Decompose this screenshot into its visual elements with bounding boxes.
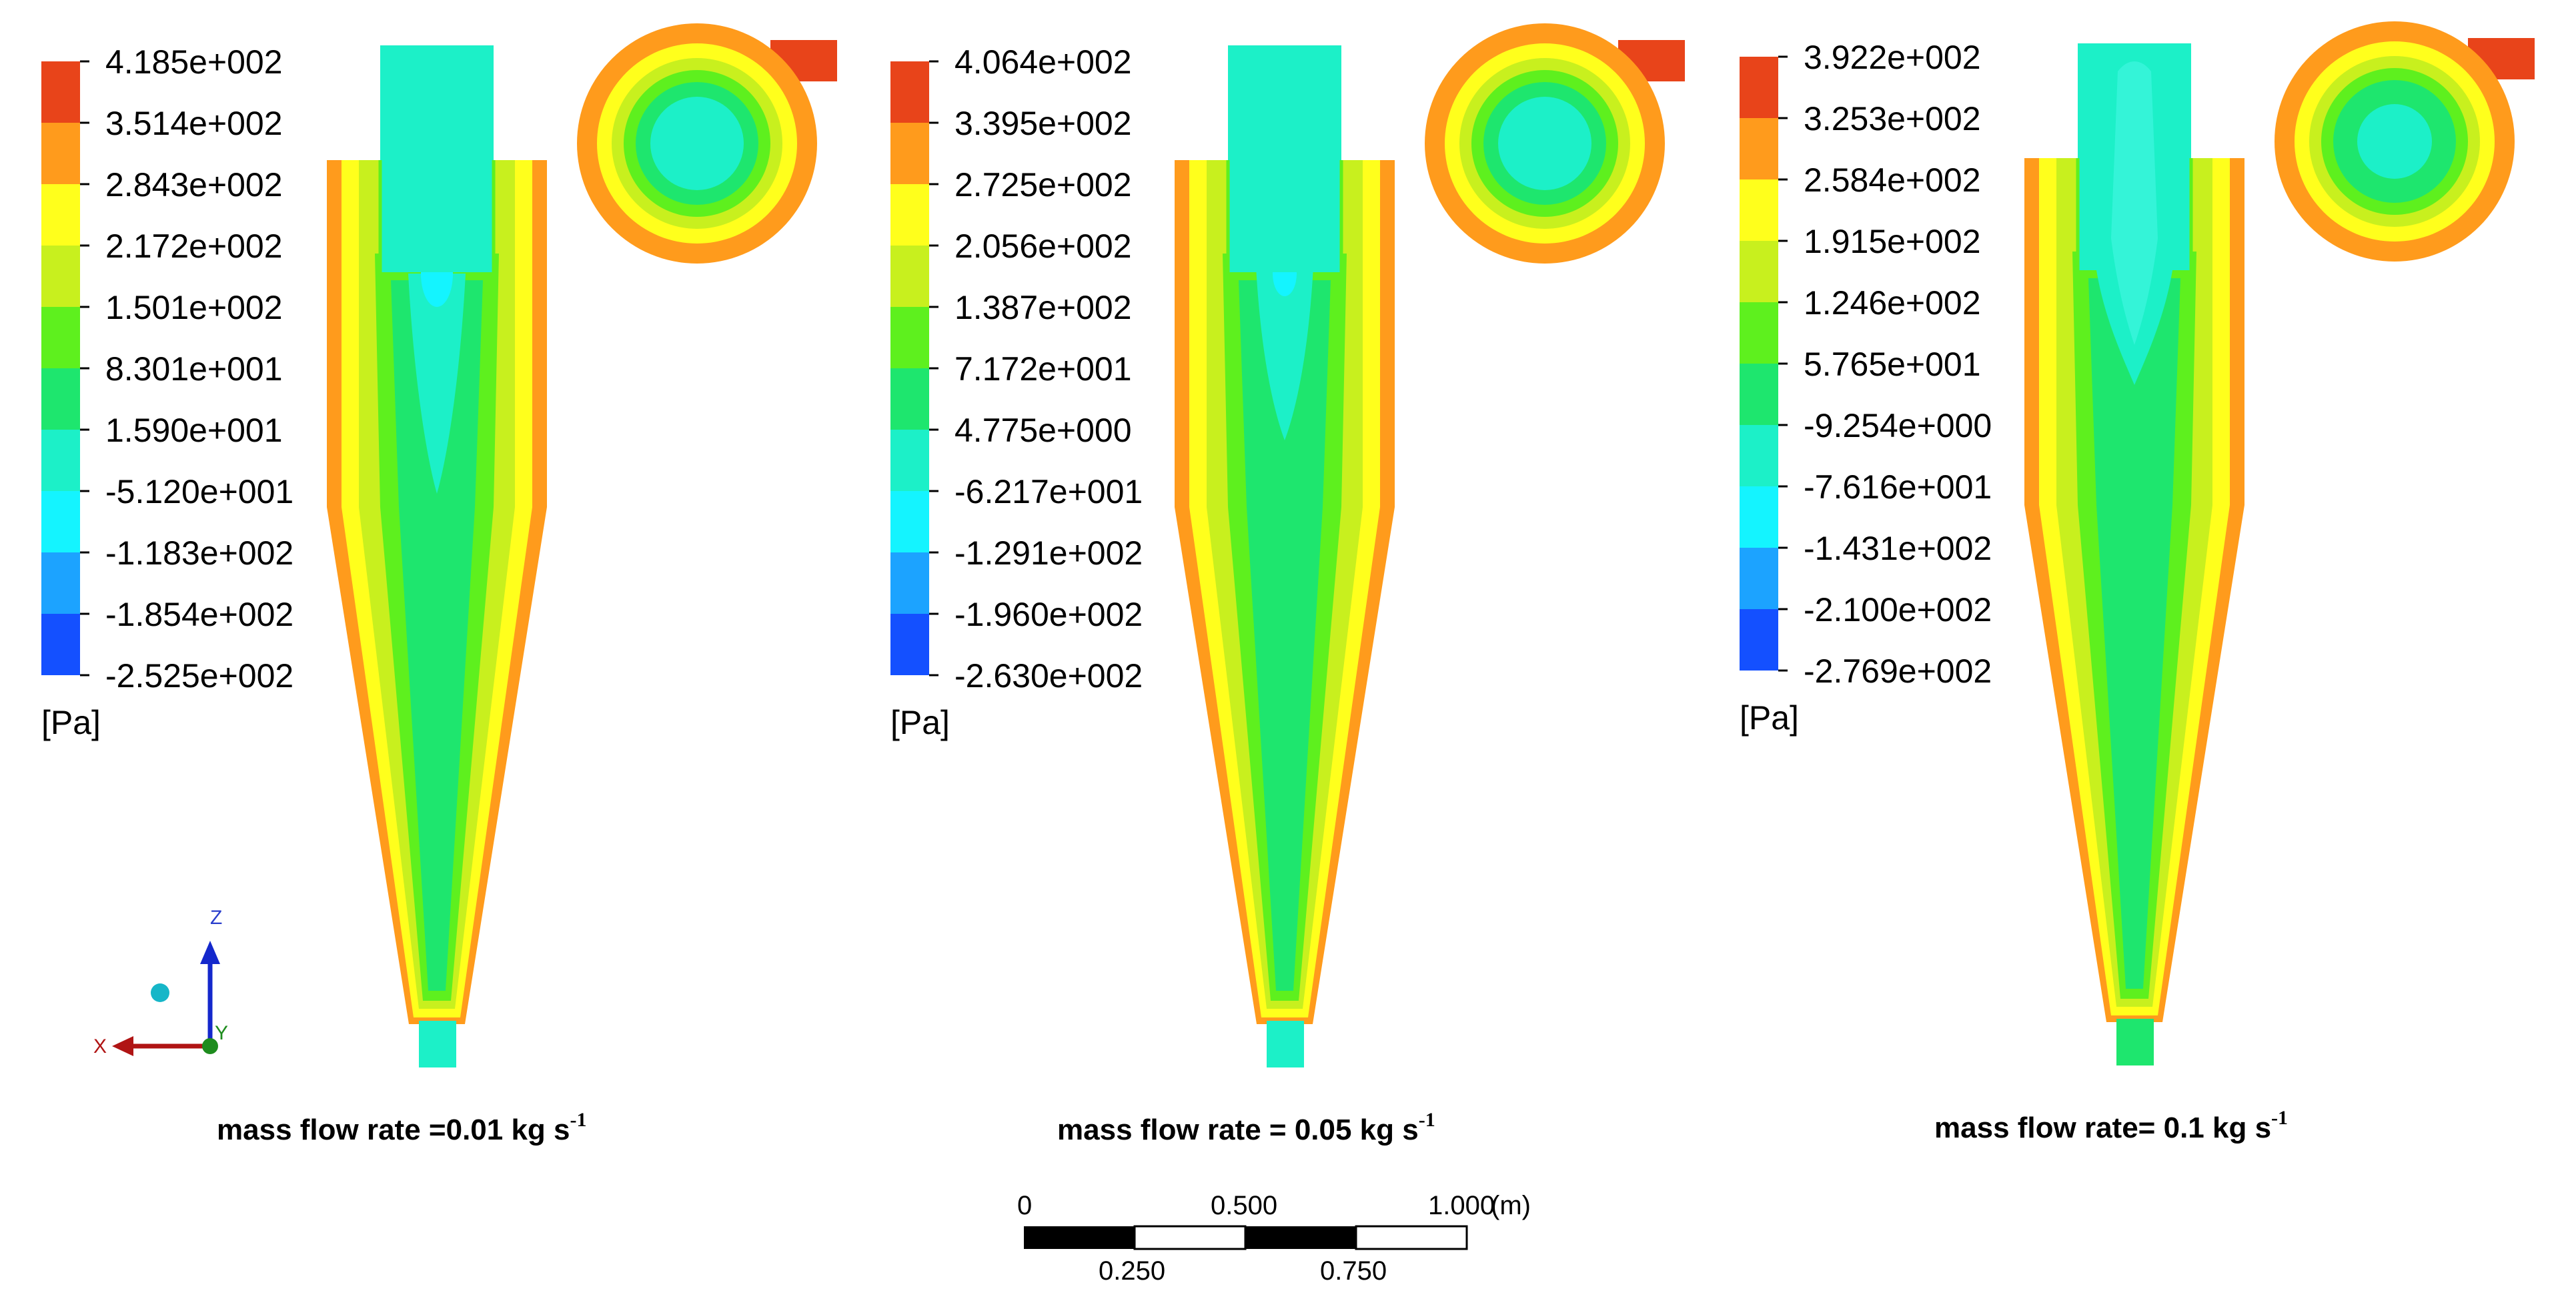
legend-2-label-9: -1.960e+002 xyxy=(954,596,1143,633)
legend-3-unit: [Pa] xyxy=(1740,699,1799,737)
legend-3-label-5: 5.765e+001 xyxy=(1804,346,1981,383)
legend-colorbar-1: 4.185e+002 3.514e+002 2.843e+002 2.172e+… xyxy=(41,43,293,741)
legend-2-label-2: 2.725e+002 xyxy=(954,166,1132,203)
legend-1-label-6: 1.590e+001 xyxy=(105,412,283,449)
caption-3-sup: -1 xyxy=(2271,1107,2288,1129)
cyclone-contour-2 xyxy=(1175,23,1685,1067)
legend-3-label-9: -2.100e+002 xyxy=(1804,591,1992,628)
legend-3-label-10: -2.769e+002 xyxy=(1804,653,1992,690)
scale-label-0: 0 xyxy=(1017,1191,1032,1220)
legend-3-label-3: 1.915e+002 xyxy=(1804,223,1981,260)
svg-text:mass flow rate= 0.1 kg s-1: mass flow rate= 0.1 kg s-1 xyxy=(1934,1107,2288,1144)
cyclone-contour-3 xyxy=(2024,21,2535,1065)
cyclone-contour-1 xyxy=(327,23,837,1067)
scale-label-0-250: 0.250 xyxy=(1099,1256,1165,1286)
legend-1-label-0: 4.185e+002 xyxy=(105,43,283,81)
legend-1-label-4: 1.501e+002 xyxy=(105,289,283,326)
legend-2-label-4: 1.387e+002 xyxy=(954,289,1132,326)
svg-text:mass flow rate = 0.05 kg s-1: mass flow rate = 0.05 kg s-1 xyxy=(1057,1109,1435,1146)
panel-3: 3.922e+002 3.253e+002 2.584e+002 1.915e+… xyxy=(1740,21,2535,1144)
svg-text:mass flow rate =0.01 kg s-1: mass flow rate =0.01 kg s-1 xyxy=(217,1109,587,1146)
legend-3-label-7: -7.616e+001 xyxy=(1804,468,1992,506)
legend-1-label-7: -5.120e+001 xyxy=(105,473,293,510)
axis-z-label: Z xyxy=(210,907,222,929)
legend-1-label-2: 2.843e+002 xyxy=(105,166,283,203)
scale-label-1-000: 1.000 xyxy=(1428,1191,1495,1220)
scale-bar: 0 0.500 1.000 (m) 0.250 0.750 xyxy=(1017,1191,1531,1286)
legend-1-label-5: 8.301e+001 xyxy=(105,350,283,388)
legend-2-label-1: 3.395e+002 xyxy=(954,105,1132,142)
legend-colorbar-3: 3.922e+002 3.253e+002 2.584e+002 1.915e+… xyxy=(1740,39,1992,737)
legend-2-label-3: 2.056e+002 xyxy=(954,228,1132,265)
legend-3-label-0: 3.922e+002 xyxy=(1804,39,1981,76)
caption-2: mass flow rate = 0.05 kg s-1 xyxy=(1057,1109,1435,1146)
caption-1-sup: -1 xyxy=(570,1109,587,1131)
legend-1-unit: [Pa] xyxy=(41,704,101,741)
scale-unit: (m) xyxy=(1491,1191,1531,1220)
caption-3-text: mass flow rate= 0.1 kg s xyxy=(1934,1112,2271,1144)
legend-1-label-8: -1.183e+002 xyxy=(105,534,293,572)
legend-colorbar-2: 4.064e+002 3.395e+002 2.725e+002 2.056e+… xyxy=(890,43,1143,741)
legend-3-label-8: -1.431e+002 xyxy=(1804,530,1992,567)
caption-1-text: mass flow rate =0.01 kg s xyxy=(217,1114,570,1146)
legend-1-label-3: 2.172e+002 xyxy=(105,228,283,265)
caption-1: mass flow rate =0.01 kg s-1 xyxy=(217,1109,587,1146)
axis-triad: Z X Y xyxy=(93,907,228,1057)
legend-2-label-5: 7.172e+001 xyxy=(954,350,1132,388)
legend-2-label-7: -6.217e+001 xyxy=(954,473,1143,510)
panel-2: 4.064e+002 3.395e+002 2.725e+002 2.056e+… xyxy=(890,23,1685,1146)
caption-2-sup: -1 xyxy=(1419,1109,1435,1131)
legend-3-label-1: 3.253e+002 xyxy=(1804,100,1981,137)
legend-1-label-9: -1.854e+002 xyxy=(105,596,293,633)
scale-label-0-500: 0.500 xyxy=(1211,1191,1277,1220)
legend-2-label-8: -1.291e+002 xyxy=(954,534,1143,572)
legend-2-unit: [Pa] xyxy=(890,704,950,741)
legend-2-label-0: 4.064e+002 xyxy=(954,43,1132,81)
legend-1-label-10: -2.525e+002 xyxy=(105,657,293,695)
axis-x-label: X xyxy=(93,1035,107,1057)
legend-1-label-1: 3.514e+002 xyxy=(105,105,283,142)
scale-label-0-750: 0.750 xyxy=(1320,1256,1387,1286)
caption-2-text: mass flow rate = 0.05 kg s xyxy=(1057,1114,1419,1146)
panel-1: 4.185e+002 3.514e+002 2.843e+002 2.172e+… xyxy=(41,23,837,1146)
caption-3: mass flow rate= 0.1 kg s-1 xyxy=(1934,1107,2288,1144)
legend-3-label-6: -9.254e+000 xyxy=(1804,407,1992,444)
axis-y-label: Y xyxy=(215,1022,228,1044)
legend-3-label-2: 2.584e+002 xyxy=(1804,161,1981,199)
legend-3-label-4: 1.246e+002 xyxy=(1804,284,1981,322)
legend-2-label-10: -2.630e+002 xyxy=(954,657,1143,695)
legend-2-label-6: 4.775e+000 xyxy=(954,412,1132,449)
